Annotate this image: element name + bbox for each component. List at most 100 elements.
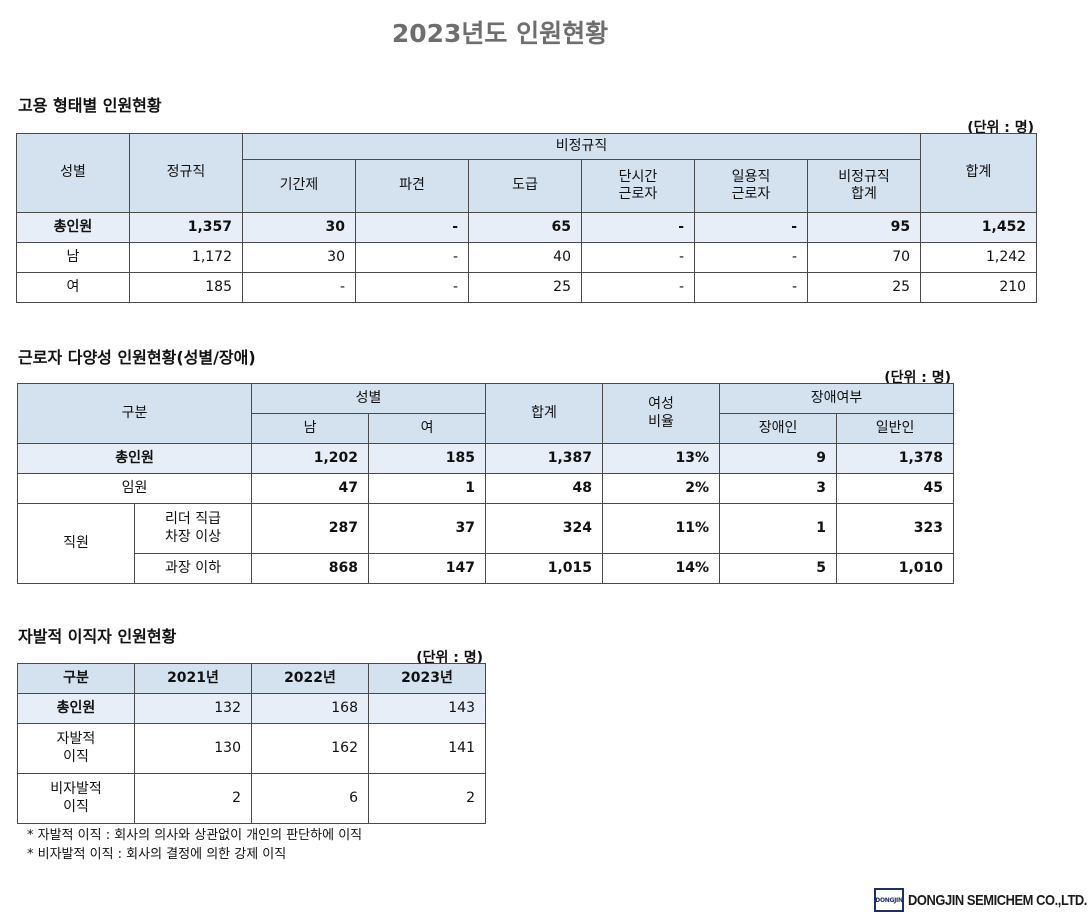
cell-male: 1,202 [251,443,370,474]
cell-dispatch: - [355,272,469,303]
cell-total: 210 [920,272,1038,303]
turnover-table: 구분 2021년 2022년 2023년 총인원 132 168 143 자발적… [17,663,486,824]
header-dispatch: 파견 [355,159,469,213]
header-regular: 정규직 [129,133,243,213]
header-gender: 성별 [251,383,487,414]
cell-ratio: 14% [602,553,721,584]
diversity-table: 구분 성별 합계 여성 비율 장애여부 남 여 장애인 일반인 총인원 1,20… [16,383,955,584]
cell-male: 287 [251,503,370,554]
cell-total: 48 [485,473,604,504]
cell-non-disabled: 45 [836,473,955,504]
cell-total: 1,015 [485,553,604,584]
row-group-label: 직원 [17,503,135,584]
header-male: 남 [251,413,370,444]
header-fixed-term: 기간제 [242,159,356,213]
table-row: 임원 47 1 48 2% 3 45 [16,473,955,504]
header-category: 구분 [16,383,253,444]
row-label: 과장 이하 [133,553,253,584]
cell-dispatch: - [355,242,469,273]
cell-female: 185 [368,443,487,474]
cell-male: 868 [251,553,370,584]
table-row: 여 185 - - 25 - - 25 210 [16,272,1038,303]
cell-non-disabled: 1,010 [836,553,955,584]
company-logo: DONGJIN DONGJIN SEMICHEM CO.,LTD. [874,887,1090,913]
header-2021: 2021년 [134,663,252,694]
header-2023: 2023년 [368,663,486,694]
cell-disabled: 3 [719,473,838,504]
cell-2023: 141 [368,723,486,774]
turnover-unit: (단위 : 명) [416,650,483,666]
cell-non-disabled: 323 [836,503,955,554]
table-row: 과장 이하 868 147 1,015 14% 5 1,010 [18,553,955,584]
cell-nonregular-total: 25 [806,272,922,303]
turnover-section-title: 자발적 이직자 인원현황 [18,627,177,646]
row-label: 자발적 이직 [17,723,135,774]
cell-total: 1,387 [485,443,604,474]
cell-subcontract: 40 [468,242,582,273]
row-label: 남 [16,242,130,273]
header-subcontract: 도급 [468,159,582,213]
table-row: 총인원 132 168 143 [17,693,486,724]
cell-dispatch: - [355,212,469,243]
table-row: 남 1,172 30 - 40 - - 70 1,242 [16,242,1038,273]
cell-female: 37 [368,503,487,554]
header-nonregular: 비정규직 [241,133,922,160]
cell-ratio: 13% [602,443,721,474]
cell-2022: 6 [251,773,369,824]
diversity-section-title: 근로자 다양성 인원현황(성별/장애) [18,348,256,367]
cell-2021: 132 [134,693,252,724]
cell-part-time: - [581,212,695,243]
cell-male: 47 [251,473,370,504]
cell-ratio: 2% [602,473,721,504]
table-row: 비자발적 이직 2 6 2 [17,773,486,824]
cell-total: 1,242 [920,242,1038,273]
cell-disabled: 1 [719,503,838,554]
note-voluntary: * 자발적 이직 : 회사의 의사와 상관없이 개인의 판단하에 이직 [27,828,363,843]
cell-ratio: 11% [602,503,721,554]
header-part-time: 단시간 근로자 [581,159,695,213]
employment-section-title: 고용 형태별 인원현황 [18,96,162,115]
cell-fixed-term: 30 [242,242,356,273]
row-label: 리더 직급 차장 이상 [133,503,253,554]
header-daily: 일용직 근로자 [694,159,808,213]
company-name: DONGJIN SEMICHEM CO.,LTD. [908,891,1087,909]
header-nonregular-total: 비정규직 합계 [806,159,922,213]
company-logo-icon: DONGJIN [874,888,904,912]
diversity-unit: (단위 : 명) [884,370,951,386]
cell-2022: 168 [251,693,369,724]
cell-female: 1 [368,473,487,504]
cell-part-time: - [581,272,695,303]
row-label: 총인원 [17,693,135,724]
cell-female: 147 [368,553,487,584]
cell-daily: - [694,272,808,303]
cell-regular: 1,172 [129,242,243,273]
cell-2021: 2 [134,773,252,824]
header-category: 구분 [17,663,135,694]
cell-2021: 130 [134,723,252,774]
header-2022: 2022년 [251,663,369,694]
table-row: 직원 리더 직급 차장 이상 287 37 324 11% 1 323 [17,503,955,584]
cell-total: 324 [485,503,604,554]
header-non-disabled: 일반인 [836,413,955,444]
cell-fixed-term: - [242,272,356,303]
cell-total: 1,452 [920,212,1038,243]
employment-table: 성별 정규직 비정규직 합계 기간제 파견 도급 단시간 근로자 일용직 근로자… [16,133,1038,303]
cell-daily: - [694,212,808,243]
note-involuntary: * 비자발적 이직 : 회사의 결정에 의한 강제 이직 [27,847,287,862]
cell-subcontract: 25 [468,272,582,303]
row-label: 여 [16,272,130,303]
cell-part-time: - [581,242,695,273]
cell-2023: 2 [368,773,486,824]
turnover-notes: * 자발적 이직 : 회사의 의사와 상관없이 개인의 판단하에 이직 * 비자… [27,826,362,864]
header-disability: 장애여부 [719,383,955,414]
cell-disabled: 5 [719,553,838,584]
cell-nonregular-total: 70 [806,242,922,273]
employment-unit: (단위 : 명) [967,120,1034,136]
cell-regular: 185 [129,272,243,303]
cell-nonregular-total: 95 [806,212,922,243]
row-label: 비자발적 이직 [17,773,135,824]
table-row: 총인원 1,202 185 1,387 13% 9 1,378 [16,443,955,474]
row-label: 총인원 [16,443,253,474]
row-label: 임원 [16,473,253,504]
header-gender: 성별 [16,133,130,213]
